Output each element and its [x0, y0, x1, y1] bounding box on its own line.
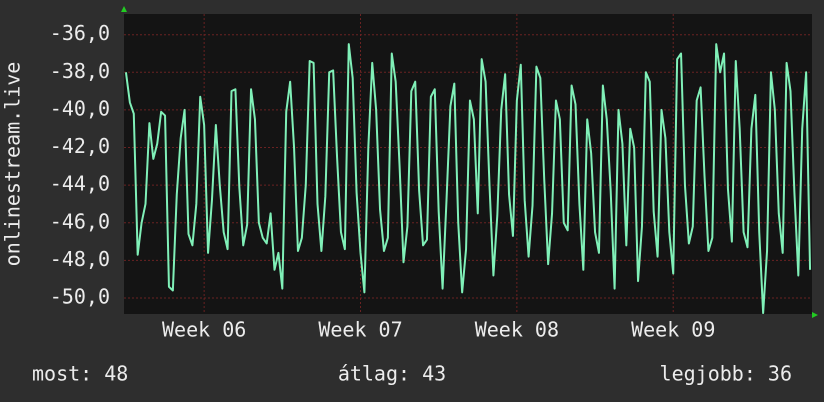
x-tick-label: Week 07: [318, 318, 402, 342]
line-series: [124, 43, 812, 315]
y-tick-label: -44,0: [50, 172, 110, 196]
y-tick-label: -40,0: [50, 96, 110, 120]
stat-best: legjobb: 36: [660, 362, 792, 386]
x-tick-label: Week 09: [631, 318, 715, 342]
stat-current: most: 48: [32, 362, 128, 386]
axis-arrow: [812, 312, 818, 318]
y-tick-label: -48,0: [50, 247, 110, 271]
stat-average: átlag: 43: [338, 362, 446, 386]
x-tick-label: Week 06: [162, 318, 246, 342]
y-tick-label: -50,0: [50, 285, 110, 309]
x-tick-label: Week 08: [475, 318, 559, 342]
y-tick-label: -36,0: [50, 21, 110, 45]
y-tick-label: -46,0: [50, 209, 110, 233]
y-tick-label: -42,0: [50, 134, 110, 158]
axis-arrow: [121, 6, 127, 12]
y-tick-label: -38,0: [50, 59, 110, 83]
y-axis-label: onlinestream.live: [1, 62, 25, 267]
